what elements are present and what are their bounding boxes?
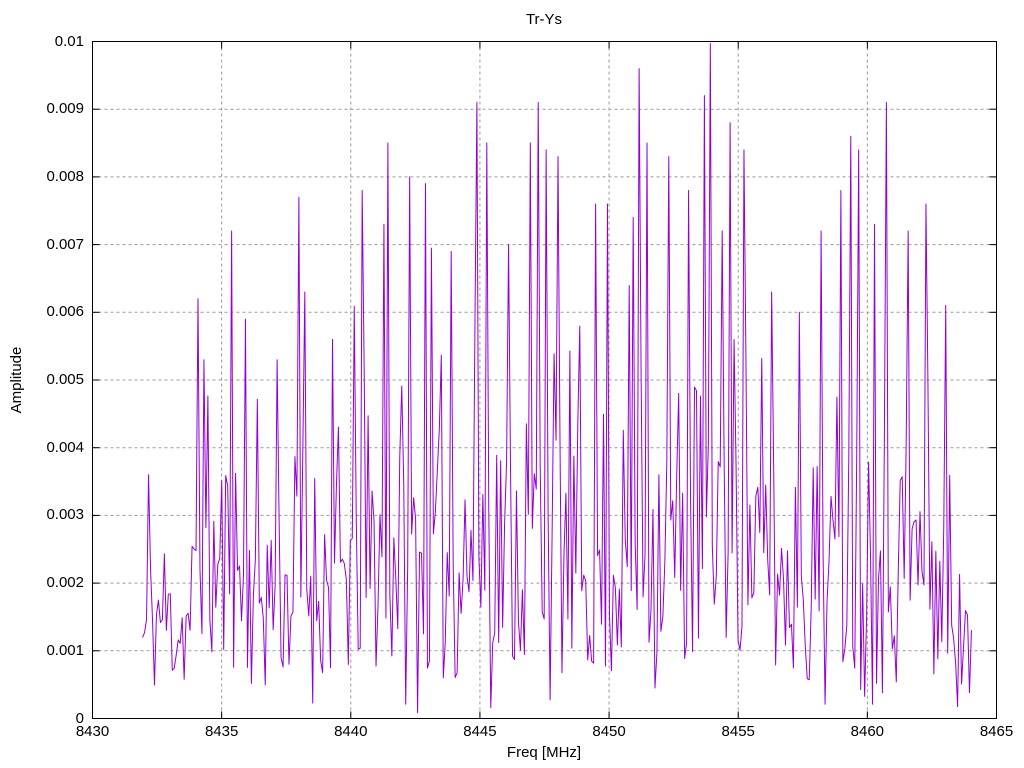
plot-border — [92, 41, 997, 719]
x-axis-title: Freq [MHz] — [506, 744, 582, 761]
y-axis-title: Amplitude — [8, 346, 25, 414]
chart-title: Tr-Ys — [525, 11, 563, 28]
series-line — [142, 43, 972, 714]
